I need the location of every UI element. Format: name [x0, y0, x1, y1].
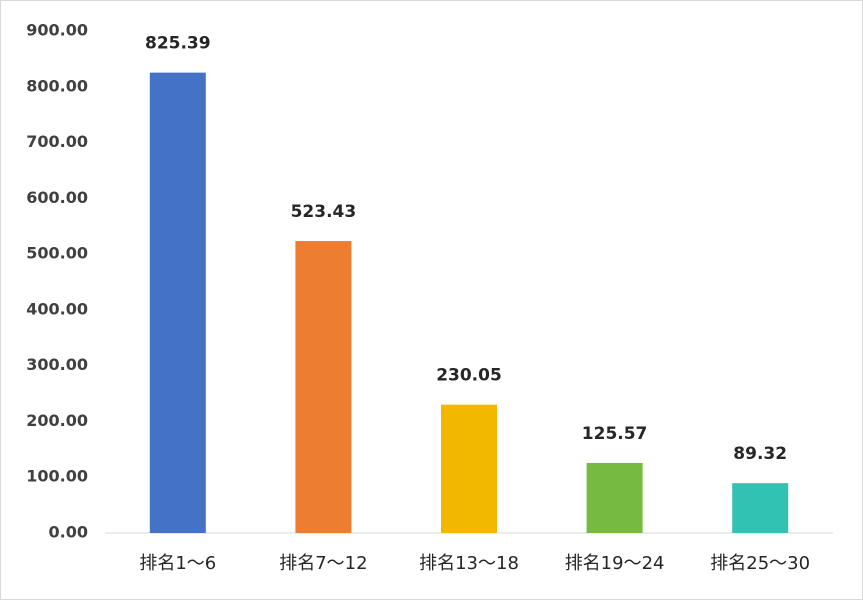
bar: [149, 72, 206, 534]
bar: [295, 241, 352, 534]
value-label: 89.32: [733, 444, 787, 464]
bar: [732, 483, 789, 533]
y-tick-label: 300.00: [26, 355, 88, 374]
x-tick-label: 排名7～12: [279, 553, 367, 574]
x-tick-label: 排名25～30: [710, 553, 810, 574]
y-tick-label: 900.00: [26, 21, 88, 40]
y-tick-label: 0.00: [49, 523, 88, 542]
y-tick-label: 800.00: [26, 76, 88, 95]
bar: [586, 462, 643, 533]
x-tick-label: 排名1～6: [139, 553, 216, 574]
x-tick-label: 排名19～24: [565, 553, 665, 574]
value-label: 523.43: [291, 202, 357, 222]
y-tick-label: 700.00: [26, 132, 88, 151]
x-tick-label: 排名13～18: [419, 553, 519, 574]
y-tick-label: 200.00: [26, 411, 88, 430]
value-label: 825.39: [145, 34, 211, 54]
y-tick-label: 500.00: [26, 244, 88, 263]
value-label: 230.05: [436, 366, 502, 386]
value-label: 125.57: [582, 424, 648, 444]
y-tick-label: 400.00: [26, 299, 88, 318]
y-tick-label: 100.00: [26, 467, 88, 486]
bar: [441, 404, 497, 533]
y-tick-label: 600.00: [26, 188, 88, 207]
